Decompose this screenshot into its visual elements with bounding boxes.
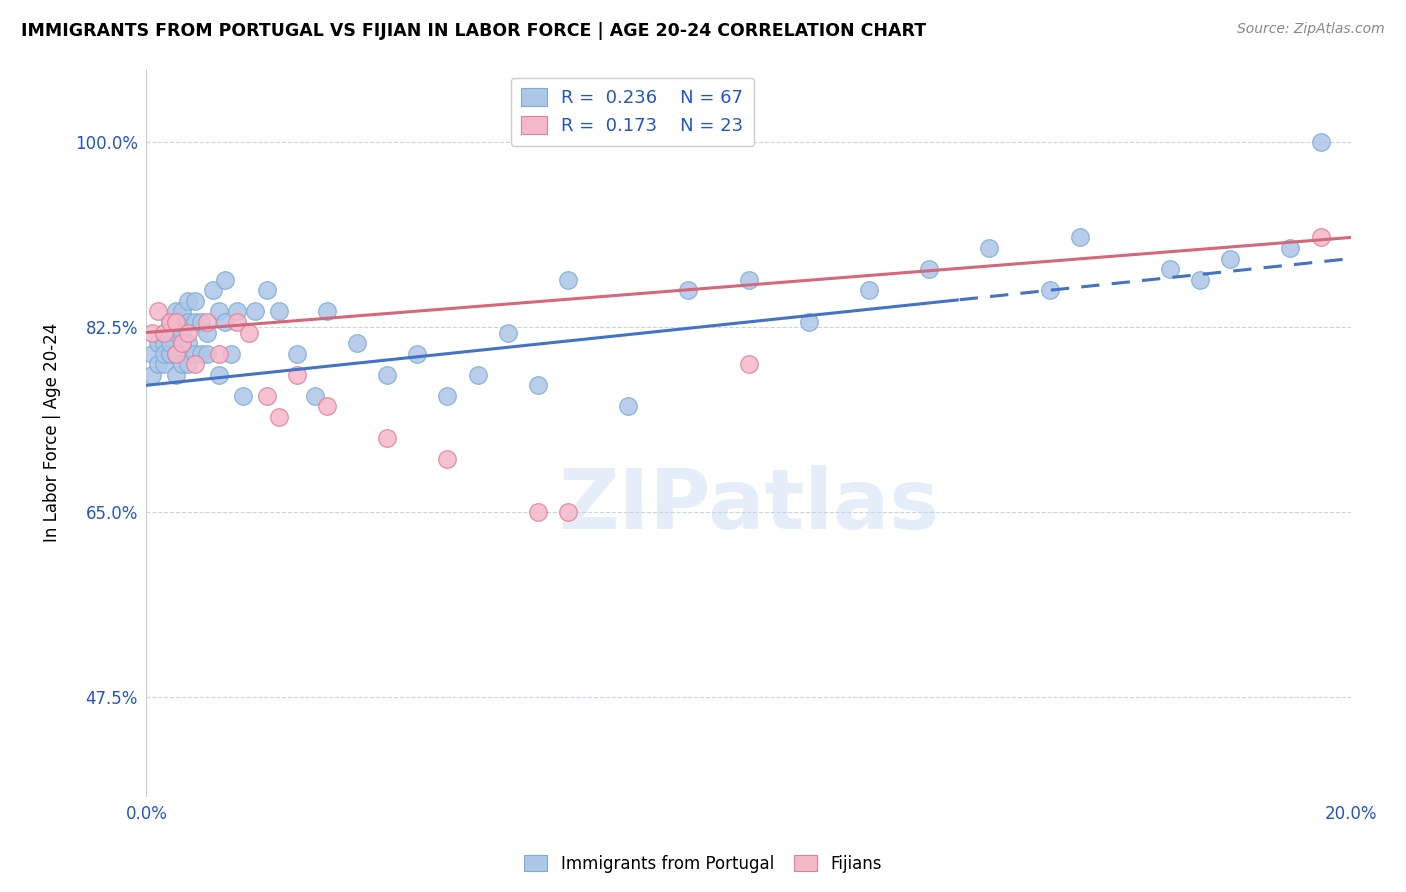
Point xyxy=(737,357,759,371)
Point xyxy=(316,304,339,318)
Point xyxy=(183,346,205,360)
Point xyxy=(165,326,187,340)
Point xyxy=(1039,283,1062,297)
Point xyxy=(177,293,200,308)
Point xyxy=(195,346,218,360)
Point xyxy=(219,346,242,360)
Point xyxy=(256,283,278,297)
Text: Source: ZipAtlas.com: Source: ZipAtlas.com xyxy=(1237,22,1385,37)
Point xyxy=(153,326,176,340)
Point xyxy=(267,304,290,318)
Point xyxy=(797,315,820,329)
Point xyxy=(148,304,170,318)
Point xyxy=(159,336,181,351)
Point xyxy=(183,293,205,308)
Point xyxy=(165,304,187,318)
Point xyxy=(190,346,212,360)
Point xyxy=(148,357,170,371)
Point xyxy=(165,346,187,360)
Point xyxy=(207,346,229,360)
Point xyxy=(177,357,200,371)
Point xyxy=(375,368,398,382)
Point xyxy=(406,346,429,360)
Point xyxy=(858,283,880,297)
Y-axis label: In Labor Force | Age 20-24: In Labor Force | Age 20-24 xyxy=(44,323,60,542)
Point xyxy=(165,346,187,360)
Point xyxy=(557,505,579,519)
Point xyxy=(557,273,579,287)
Point xyxy=(436,452,458,467)
Point xyxy=(375,431,398,445)
Point xyxy=(1309,136,1331,150)
Point xyxy=(526,378,548,392)
Point xyxy=(979,241,1001,255)
Point xyxy=(214,273,236,287)
Point xyxy=(1189,273,1212,287)
Point xyxy=(172,357,194,371)
Point xyxy=(267,409,290,424)
Point xyxy=(165,315,187,329)
Point xyxy=(316,400,339,414)
Point xyxy=(526,505,548,519)
Point xyxy=(172,336,194,351)
Point xyxy=(153,346,176,360)
Point xyxy=(141,326,163,340)
Point xyxy=(165,346,187,360)
Point xyxy=(159,346,181,360)
Point xyxy=(159,315,181,329)
Point xyxy=(172,326,194,340)
Point xyxy=(1069,230,1091,244)
Point xyxy=(183,315,205,329)
Point xyxy=(238,326,260,340)
Point xyxy=(177,336,200,351)
Point xyxy=(678,283,700,297)
Point xyxy=(177,315,200,329)
Text: ZIPatlas: ZIPatlas xyxy=(558,466,939,546)
Point xyxy=(467,368,489,382)
Point xyxy=(141,346,163,360)
Point xyxy=(177,326,200,340)
Point xyxy=(165,368,187,382)
Point xyxy=(201,283,224,297)
Point xyxy=(141,368,163,382)
Point xyxy=(195,326,218,340)
Point xyxy=(153,336,176,351)
Point xyxy=(1309,230,1331,244)
Legend: Immigrants from Portugal, Fijians: Immigrants from Portugal, Fijians xyxy=(517,848,889,880)
Point xyxy=(436,389,458,403)
Point xyxy=(153,326,176,340)
Point xyxy=(190,315,212,329)
Point xyxy=(918,262,941,277)
Legend: R =  0.236    N = 67, R =  0.173    N = 23: R = 0.236 N = 67, R = 0.173 N = 23 xyxy=(510,78,754,146)
Point xyxy=(1279,241,1302,255)
Point xyxy=(225,304,247,318)
Point xyxy=(148,336,170,351)
Point xyxy=(1219,252,1241,266)
Point xyxy=(285,368,308,382)
Point xyxy=(172,336,194,351)
Point xyxy=(304,389,326,403)
Point xyxy=(737,273,759,287)
Point xyxy=(496,326,519,340)
Point xyxy=(153,357,176,371)
Point xyxy=(183,357,205,371)
Point xyxy=(195,315,218,329)
Point xyxy=(256,389,278,403)
Point xyxy=(214,315,236,329)
Point xyxy=(207,304,229,318)
Text: IMMIGRANTS FROM PORTUGAL VS FIJIAN IN LABOR FORCE | AGE 20-24 CORRELATION CHART: IMMIGRANTS FROM PORTUGAL VS FIJIAN IN LA… xyxy=(21,22,927,40)
Point xyxy=(243,304,266,318)
Point xyxy=(159,315,181,329)
Point xyxy=(207,368,229,382)
Point xyxy=(285,346,308,360)
Point xyxy=(232,389,254,403)
Point xyxy=(172,304,194,318)
Point xyxy=(346,336,368,351)
Point xyxy=(225,315,247,329)
Point xyxy=(617,400,640,414)
Point xyxy=(1159,262,1181,277)
